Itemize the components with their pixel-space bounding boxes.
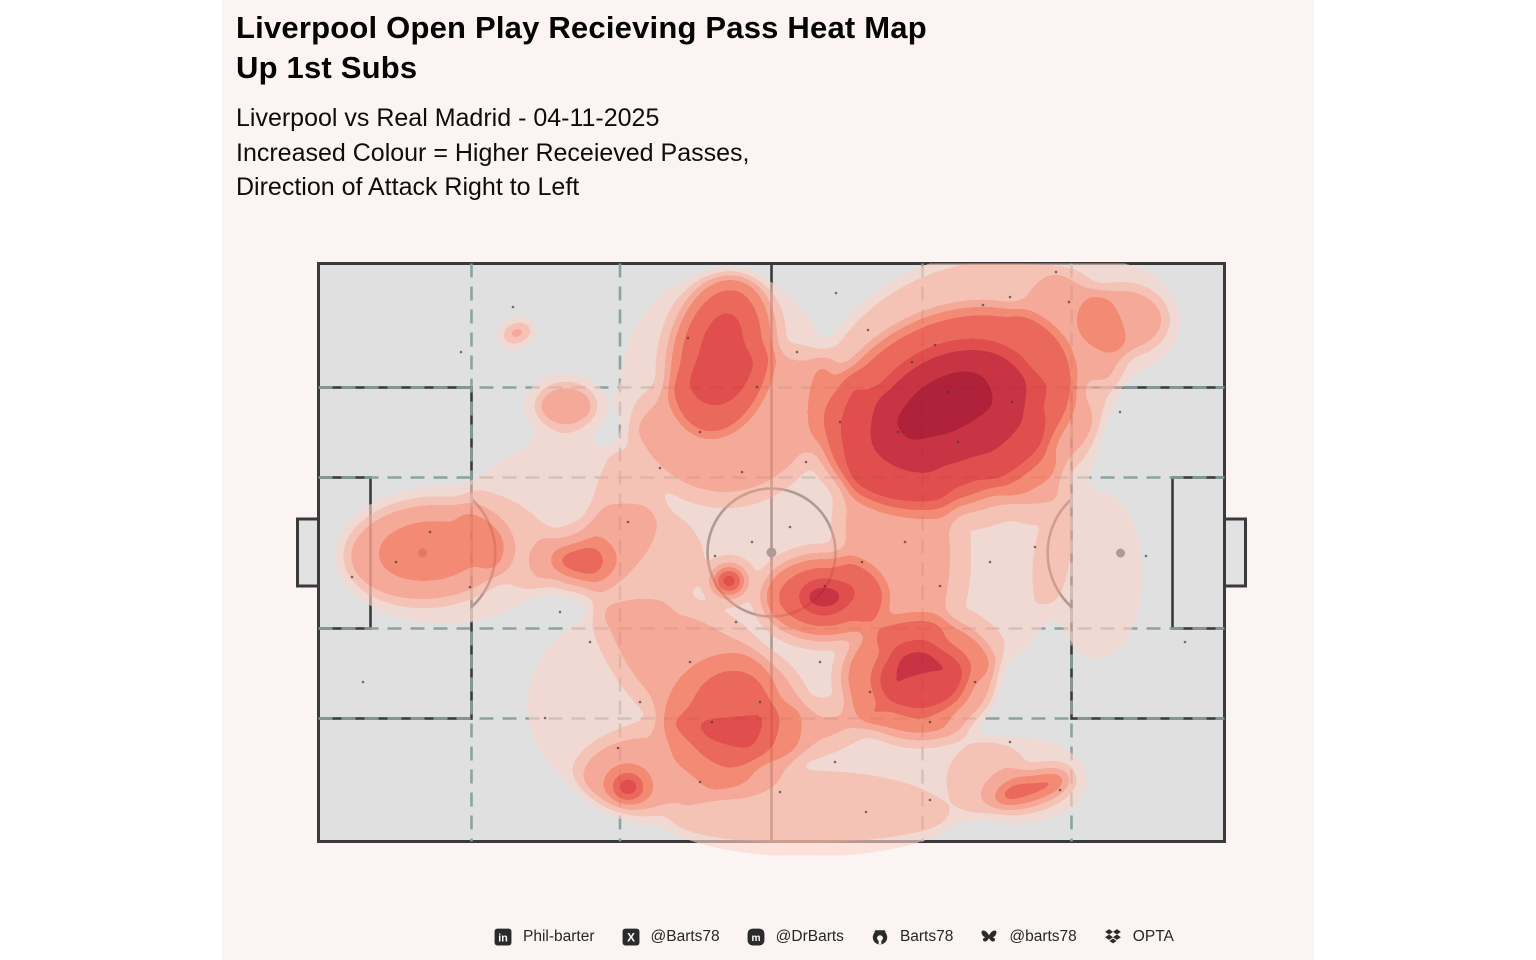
github-icon xyxy=(871,928,889,946)
footer-item-mastodon: m @DrBarts xyxy=(747,928,844,946)
github-handle: Barts78 xyxy=(899,928,954,945)
footer-item-x: X @Barts78 xyxy=(622,928,720,946)
svg-text:in: in xyxy=(498,933,507,945)
svg-text:m: m xyxy=(751,933,760,944)
x-handle: @Barts78 xyxy=(650,928,720,945)
linkedin-icon: in xyxy=(494,928,512,946)
pass-reception-points xyxy=(350,270,1187,814)
dropbox-icon xyxy=(1104,928,1122,946)
goal-right xyxy=(1223,517,1247,588)
goal-left xyxy=(296,517,320,588)
footer-credits: in Phil-barter X @Barts78 m @DrBarts Bar… xyxy=(494,922,1174,952)
mastodon-icon: m xyxy=(747,928,765,946)
page-title: Liverpool Open Play Recieving Pass Heat … xyxy=(236,10,927,86)
bluesky-handle: @barts78 xyxy=(1009,928,1077,945)
x-twitter-icon: X xyxy=(622,928,640,946)
footer-item-github: Barts78 xyxy=(871,928,953,946)
footer-item-dropbox: OPTA xyxy=(1104,928,1174,946)
svg-text:X: X xyxy=(627,931,635,945)
footer-item-bluesky: @barts78 xyxy=(980,928,1077,946)
dropbox-handle: OPTA xyxy=(1132,928,1174,945)
page-subtitle: Liverpool vs Real Madrid - 04-11-2025 In… xyxy=(236,104,750,201)
footer-item-linkedin: in Phil-barter xyxy=(494,928,595,946)
bluesky-butterfly-icon xyxy=(980,928,998,946)
mastodon-handle: @DrBarts xyxy=(775,928,844,945)
linkedin-handle: Phil-barter xyxy=(523,928,595,945)
heatmap-layer xyxy=(333,263,1185,856)
